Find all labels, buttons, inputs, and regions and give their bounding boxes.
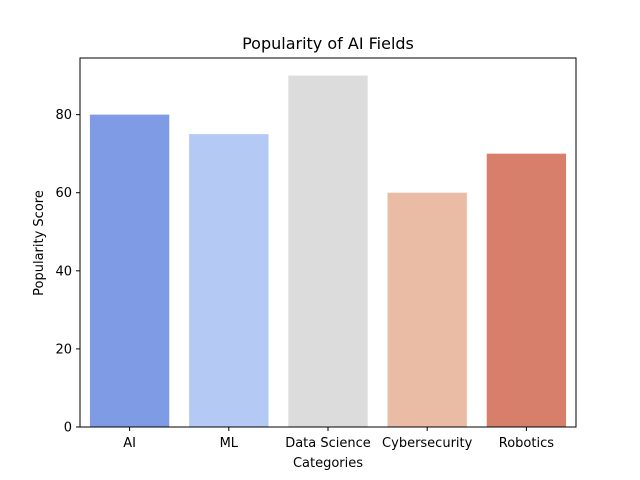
y-tick-label: 0 <box>64 421 72 436</box>
y-axis: 0 20 40 60 80 <box>55 108 80 436</box>
x-tick-label: Cybersecurity <box>382 436 473 451</box>
x-axis: AI ML Data Science Cybersecurity Robotics <box>123 427 554 451</box>
plot-frame <box>79 57 577 428</box>
y-tick-label: 60 <box>55 186 72 201</box>
bar-data-science <box>288 75 368 428</box>
x-tick-label: Data Science <box>285 436 371 451</box>
x-tick-label: AI <box>123 436 136 451</box>
y-tick-label: 40 <box>55 264 72 279</box>
x-tick-label: Robotics <box>499 436 554 451</box>
x-axis-label: Categories <box>293 456 363 471</box>
bar-ml <box>189 134 269 427</box>
bar-ai <box>89 114 170 427</box>
bar-robotics <box>486 153 567 427</box>
bars-group <box>89 75 567 428</box>
y-axis-label: Popularity Score <box>32 190 47 296</box>
y-tick-label: 20 <box>55 342 72 357</box>
chart-title: Popularity of AI Fields <box>242 34 414 53</box>
x-tick-label: ML <box>220 436 239 451</box>
bar-cybersecurity <box>387 192 467 427</box>
y-tick-label: 80 <box>55 108 72 123</box>
